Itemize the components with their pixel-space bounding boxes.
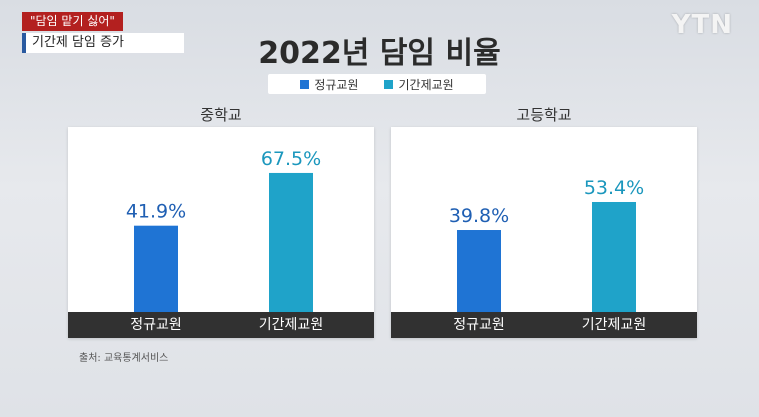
- value-label-contract: 53.4%: [584, 177, 644, 199]
- headline-quote-tag: "담임 맡기 싫어": [22, 12, 123, 31]
- ytn-logo: YTN: [671, 10, 733, 40]
- legend-swatch-regular: [300, 79, 310, 89]
- chart-title: 2022년 담임 비율: [258, 36, 501, 71]
- headline-subtitle-tag: 기간제 담임 증가: [22, 33, 184, 53]
- category-label-contract: 기간제교원: [258, 317, 324, 333]
- bar-contract: [269, 172, 313, 312]
- bar-chart-high-school: 39.8% 53.4%: [449, 177, 644, 312]
- bar-contract: [592, 201, 636, 312]
- legend-swatch-contract: [384, 79, 394, 89]
- chart-panel-high-school: 39.8% 53.4% 정규교원 기간제교원: [391, 127, 697, 338]
- category-axis-band: [68, 312, 374, 338]
- chart-panel-middle-school: 41.9% 67.5% 정규교원 기간제교원: [68, 127, 374, 338]
- category-axis-band: [391, 312, 697, 338]
- legend: 정규교원 기간제교원: [268, 74, 486, 94]
- legend-item-contract: 기간제교원: [384, 76, 454, 93]
- panel-title-middle-school: 중학교: [200, 106, 242, 124]
- value-label-regular: 41.9%: [126, 201, 186, 223]
- legend-item-regular: 정규교원: [300, 76, 358, 93]
- bar-regular: [134, 225, 178, 312]
- legend-label-contract: 기간제교원: [398, 77, 454, 92]
- category-label-contract: 기간제교원: [581, 317, 647, 333]
- value-label-contract: 67.5%: [261, 148, 321, 170]
- legend-label-regular: 정규교원: [314, 77, 359, 92]
- bar-regular: [457, 230, 501, 312]
- value-label-regular: 39.8%: [449, 205, 509, 227]
- source-note: 출처: 교육통계서비스: [79, 353, 169, 364]
- panel-title-high-school: 고등학교: [516, 106, 572, 124]
- category-label-regular: 정규교원: [130, 317, 182, 333]
- category-label-regular: 정규교원: [453, 317, 505, 333]
- bar-chart-middle-school: 41.9% 67.5%: [126, 148, 321, 312]
